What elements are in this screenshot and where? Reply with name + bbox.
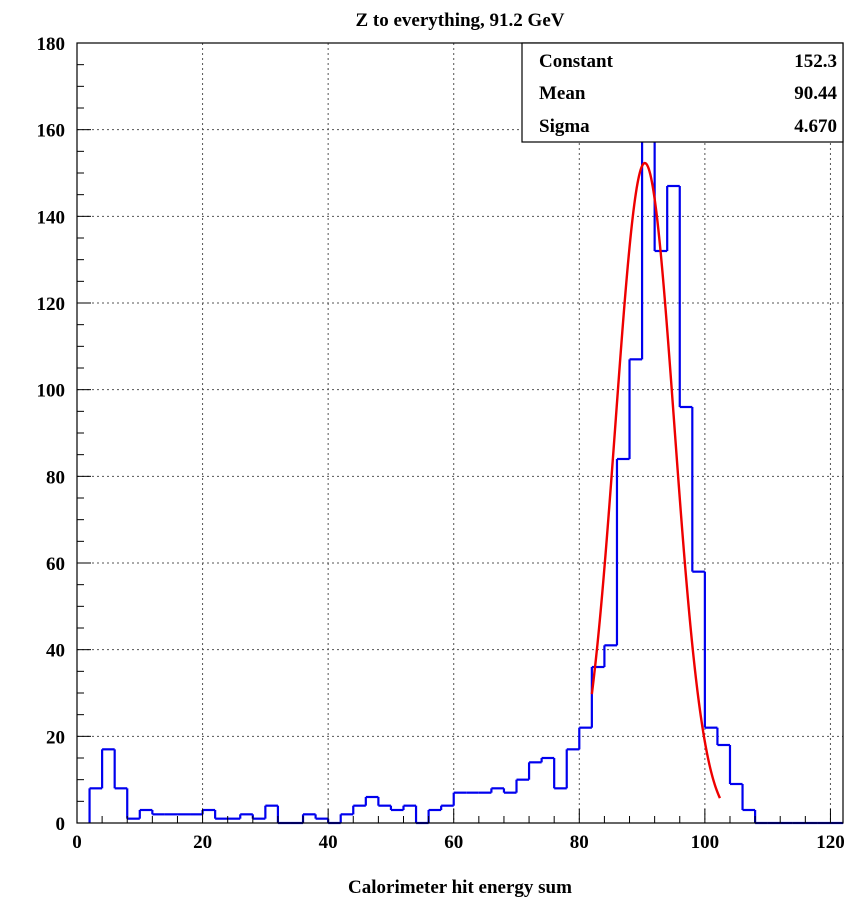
stats-box: Constant 152.3 Mean 90.44 Sigma 4.670 [521, 42, 844, 143]
histogram-series [88, 119, 843, 825]
gaussian-fit-curve [590, 161, 722, 799]
histogram-bin [138, 808, 153, 819]
y-tick-label: 120 [37, 294, 66, 315]
y-tick-label: 40 [46, 641, 65, 662]
stats-mean-label: Mean [539, 83, 586, 104]
histogram-bin [389, 805, 404, 812]
y-tick-label: 180 [37, 34, 66, 55]
histogram-bin [101, 748, 115, 789]
y-tick-label: 80 [46, 467, 65, 488]
histogram-bin [377, 797, 391, 807]
chart-title: Z to everything, 91.2 GeV [356, 10, 565, 31]
histogram-bin [502, 788, 517, 794]
stats-constant-label: Constant [539, 51, 614, 72]
histogram-bin [440, 804, 454, 810]
stats-constant-value: 152.3 [794, 51, 837, 72]
grid-lines [77, 43, 843, 823]
x-tick-label: 80 [570, 832, 589, 853]
histogram-bin [553, 758, 567, 790]
y-tick-label: 160 [37, 121, 66, 142]
x-tick-label: 60 [444, 832, 463, 853]
histogram-bin [339, 813, 354, 823]
x-tick-label: 0 [72, 832, 82, 853]
histogram-bin [452, 791, 467, 806]
histogram-bin [615, 457, 630, 646]
histogram-bin [402, 804, 417, 810]
x-tick-label: 100 [691, 832, 720, 853]
axis-tick-labels: 0 20 40 60 80 100 120 0 20 40 60 80 100 120 140 160 180 [37, 34, 845, 853]
histogram-bin [239, 813, 253, 819]
histogram-bin [728, 745, 743, 786]
fit-series [590, 161, 722, 799]
histogram-bin [151, 810, 165, 816]
y-tick-label: 0 [56, 814, 66, 835]
stats-sigma-value: 4.670 [794, 116, 837, 137]
histogram-bin [214, 810, 228, 820]
histogram-bin [264, 804, 278, 819]
histogram-bin [603, 644, 617, 667]
histogram-bin [678, 186, 693, 409]
x-axis-title: Calorimeter hit energy sum [348, 877, 572, 898]
histogram-bin [515, 778, 530, 793]
histogram-bin [565, 748, 580, 789]
histogram-bin [691, 407, 705, 573]
histogram-bin [88, 787, 103, 823]
histogram-bin [716, 727, 730, 747]
histogram-bin [578, 726, 592, 750]
histogram-bin [666, 184, 680, 251]
histogram-bin [364, 795, 379, 806]
histogram-bin [126, 788, 140, 820]
y-tick-label: 100 [37, 381, 66, 402]
y-tick-label: 20 [46, 727, 65, 748]
histogram-bin [703, 571, 718, 729]
histogram-bin [527, 761, 542, 780]
axis-ticks [76, 42, 831, 824]
y-tick-label: 140 [37, 207, 66, 228]
x-tick-label: 20 [193, 832, 212, 853]
histogram-bin [113, 749, 128, 790]
histogram-bin [741, 784, 756, 812]
histogram-bin [490, 787, 504, 793]
x-tick-label: 120 [816, 832, 845, 853]
histogram-bin [352, 804, 366, 815]
y-tick-label: 60 [46, 554, 65, 575]
x-tick-label: 40 [319, 832, 338, 853]
histogram-bin [540, 756, 555, 763]
stats-box-frame [521, 42, 844, 143]
stats-sigma-label: Sigma [539, 116, 590, 137]
stats-mean-value: 90.44 [794, 83, 837, 104]
histogram-bin [314, 814, 329, 820]
histogram-bin [628, 358, 643, 459]
